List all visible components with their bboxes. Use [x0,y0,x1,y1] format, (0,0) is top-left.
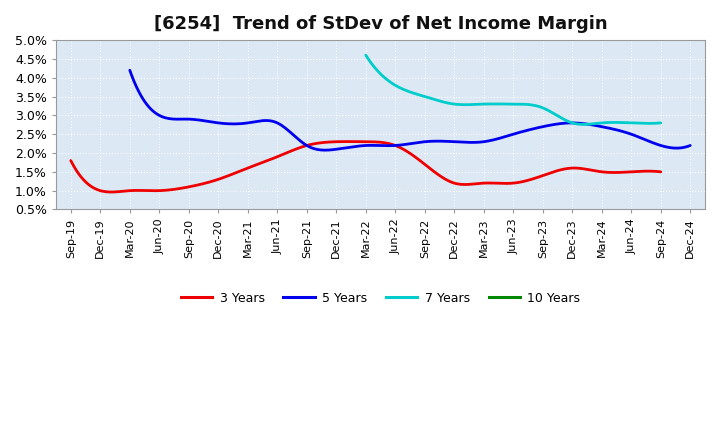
3 Years [66,158,75,163]
5 Years [127,73,136,78]
7 Years [611,120,620,125]
7 Years [537,105,546,110]
5 Years [686,143,695,148]
5 Years [459,139,468,145]
7 Years [630,121,639,126]
5 Years [461,139,469,145]
3 Years [108,189,117,194]
Line: 5 Years: 5 Years [130,70,690,150]
3 Years [605,170,613,175]
7 Years [362,54,371,59]
3 Years [657,169,665,175]
5 Years [125,68,134,73]
3 Years [431,170,440,176]
3 Years [420,161,428,166]
3 Years [68,161,77,167]
3 Years [567,165,576,171]
Legend: 3 Years, 5 Years, 7 Years, 10 Years: 3 Years, 5 Years, 7 Years, 10 Years [176,287,585,310]
7 Years [657,120,665,125]
5 Years [320,147,329,153]
3 Years [343,139,351,144]
7 Years [542,107,551,112]
7 Years [536,104,545,110]
Line: 3 Years: 3 Years [71,142,661,192]
7 Years [361,52,370,58]
3 Years [422,163,431,168]
5 Years [470,140,479,145]
5 Years [635,135,644,140]
7 Years [580,122,588,127]
Line: 7 Years: 7 Years [366,55,661,125]
Title: [6254]  Trend of StDev of Net Income Margin: [6254] Trend of StDev of Net Income Marg… [153,15,608,33]
5 Years [600,125,608,130]
